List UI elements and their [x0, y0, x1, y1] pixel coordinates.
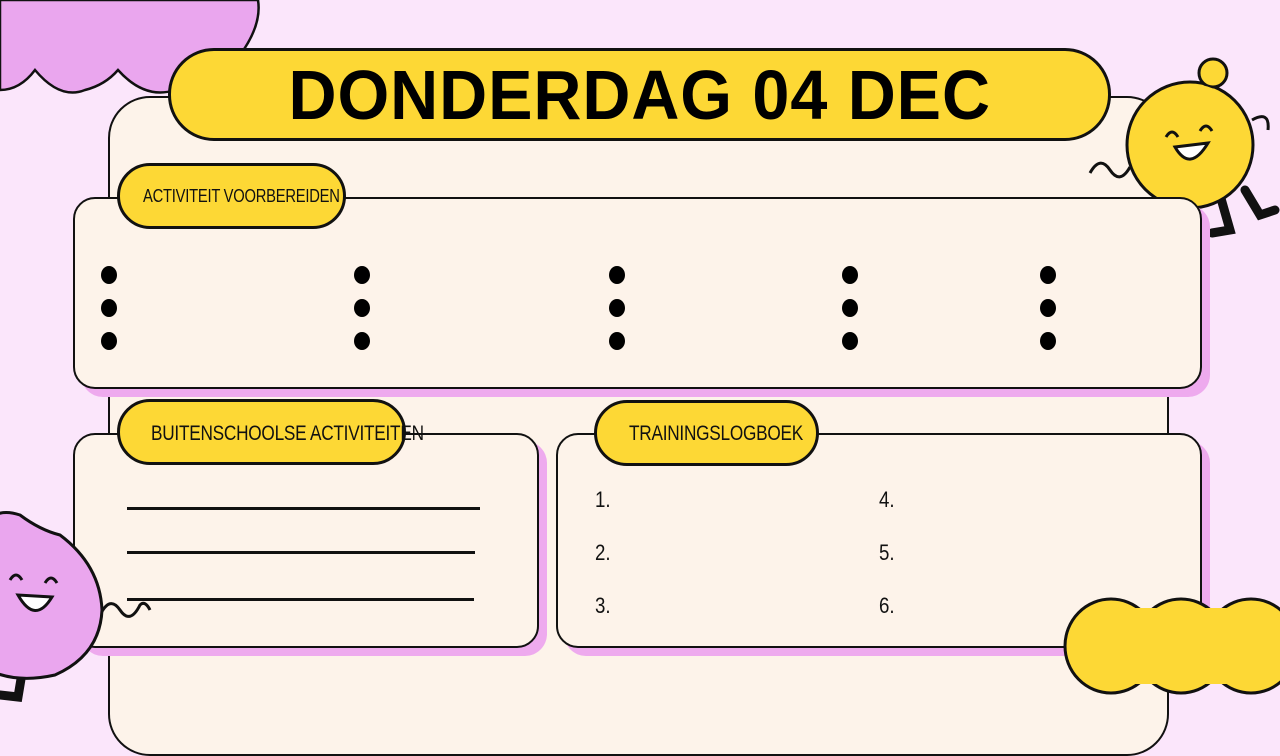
bullet-dot	[101, 266, 117, 284]
extracurricular-panel	[73, 433, 539, 648]
page-title: DONDERDAG 04 DEC	[288, 55, 991, 134]
bullet-dot	[354, 299, 370, 317]
training-log-label: TRAININGSLOGBOEK	[629, 422, 804, 445]
bullet-dot	[609, 266, 625, 284]
title-banner: DONDERDAG 04 DEC	[168, 48, 1111, 141]
bullet-dot	[101, 299, 117, 317]
training-log-tag	[594, 400, 819, 466]
log-item: 1.	[595, 487, 611, 512]
bullet-dot	[842, 299, 858, 317]
pink-smiley-character	[0, 511, 152, 702]
bullet-dot	[842, 332, 858, 350]
extracurricular-tag	[117, 399, 406, 465]
bullet-dot	[609, 299, 625, 317]
log-item: 2.	[595, 540, 611, 565]
log-item: 4.	[879, 487, 895, 512]
bullet-dot	[842, 266, 858, 284]
bullet-dot	[609, 332, 625, 350]
log-item: 3.	[595, 593, 611, 618]
extracurricular-label: BUITENSCHOOLSE ACTIVITEITEN	[151, 422, 424, 445]
bullet-dot	[354, 332, 370, 350]
log-item: 6.	[879, 593, 895, 618]
log-item: 5.	[879, 540, 895, 565]
prepare-activity-label: ACTIVITEIT VOORBEREIDEN	[143, 186, 340, 206]
prepare-activity-tag	[117, 163, 346, 229]
bullet-dot	[1040, 266, 1056, 284]
bullet-dot	[354, 266, 370, 284]
blank-line	[127, 598, 474, 601]
blank-line	[127, 507, 480, 510]
yellow-cloud-decoration	[1063, 597, 1280, 695]
bullet-dot	[1040, 299, 1056, 317]
blank-line	[127, 551, 475, 554]
bullet-dot	[1040, 332, 1056, 350]
bullet-dot	[101, 332, 117, 350]
prepare-activity-panel	[73, 197, 1202, 389]
